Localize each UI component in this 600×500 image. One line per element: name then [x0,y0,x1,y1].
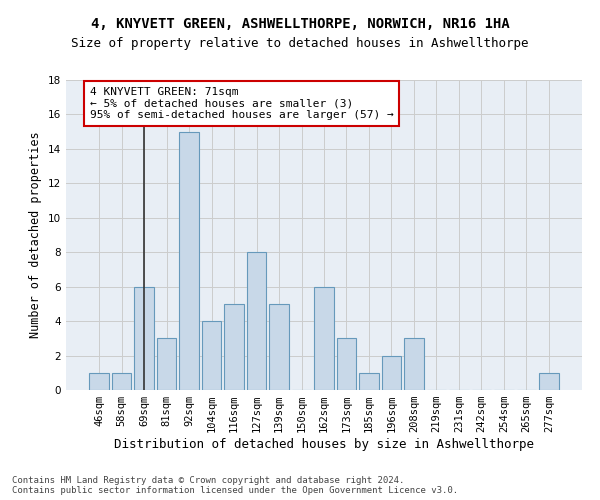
X-axis label: Distribution of detached houses by size in Ashwellthorpe: Distribution of detached houses by size … [114,438,534,451]
Bar [134,286,154,390]
Bar [382,356,401,390]
Bar [112,373,131,390]
Text: Size of property relative to detached houses in Ashwellthorpe: Size of property relative to detached ho… [71,38,529,51]
Text: Contains HM Land Registry data © Crown copyright and database right 2024.
Contai: Contains HM Land Registry data © Crown c… [12,476,458,495]
Bar [202,321,221,390]
Bar [89,373,109,390]
Text: 4, KNYVETT GREEN, ASHWELLTHORPE, NORWICH, NR16 1HA: 4, KNYVETT GREEN, ASHWELLTHORPE, NORWICH… [91,18,509,32]
Y-axis label: Number of detached properties: Number of detached properties [29,132,43,338]
Bar [314,286,334,390]
Bar [359,373,379,390]
Bar [269,304,289,390]
Text: 4 KNYVETT GREEN: 71sqm
← 5% of detached houses are smaller (3)
95% of semi-detac: 4 KNYVETT GREEN: 71sqm ← 5% of detached … [89,87,394,120]
Bar [247,252,266,390]
Bar [404,338,424,390]
Bar [179,132,199,390]
Bar [337,338,356,390]
Bar [157,338,176,390]
Bar [224,304,244,390]
Bar [539,373,559,390]
